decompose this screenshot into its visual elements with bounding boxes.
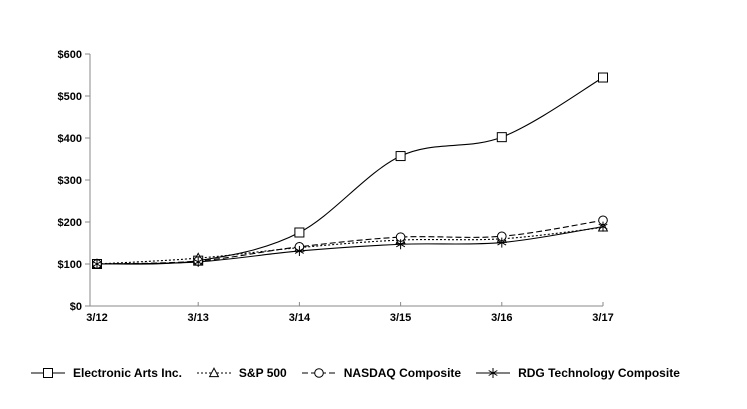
legend-label: Electronic Arts Inc.: [73, 366, 182, 380]
y-tick-label: $200: [58, 217, 82, 229]
series-markers-s-p-500: [91, 221, 609, 269]
legend-label: S&P 500: [238, 366, 287, 380]
chart-legend: Electronic Arts Inc. S&P 500 NASDAQ Compos…: [30, 366, 730, 380]
legend-marker-circle-icon: [301, 368, 336, 378]
legend-label: RDG Technology Composite: [518, 366, 680, 380]
legend-label: NASDAQ Composite: [343, 366, 462, 380]
y-tick-label: $300: [58, 175, 82, 187]
y-tick-label: $100: [58, 259, 82, 271]
y-tick-label: $500: [58, 91, 82, 103]
x-tick-label: 3/14: [289, 312, 311, 324]
y-tick-label: $0: [70, 301, 82, 313]
series-line-rdg-technology-composite: [96, 226, 604, 265]
series-line-s-p-500: [96, 226, 604, 265]
x-tick-label: 3/17: [592, 312, 613, 324]
x-tick-label: 3/13: [187, 312, 208, 324]
x-tick-label: 3/12: [86, 312, 107, 324]
legend-item-electronic-arts-inc: Electronic Arts Inc.: [30, 366, 182, 380]
series-markers-rdg-technology-composite: [92, 221, 608, 269]
legend-marker-asterisk-icon: [476, 368, 511, 378]
x-tick-label: 3/15: [390, 312, 411, 324]
legend-marker-square-icon: [31, 368, 65, 378]
y-tick-label: $600: [58, 49, 82, 61]
legend-item-nasdaq-composite: NASDAQ Composite: [301, 366, 461, 380]
legend-marker-triangle-icon: [196, 367, 231, 378]
legend-item-rdg-technology-composite: RDG Technology Composite: [475, 366, 680, 380]
series-line-nasdaq-composite: [96, 219, 604, 265]
x-tick-label: 3/16: [491, 312, 512, 324]
series-line-electronic-arts-inc: [96, 77, 604, 265]
legend-item-s-p-500: S&P 500: [196, 366, 287, 380]
y-tick-label: $400: [58, 133, 82, 145]
